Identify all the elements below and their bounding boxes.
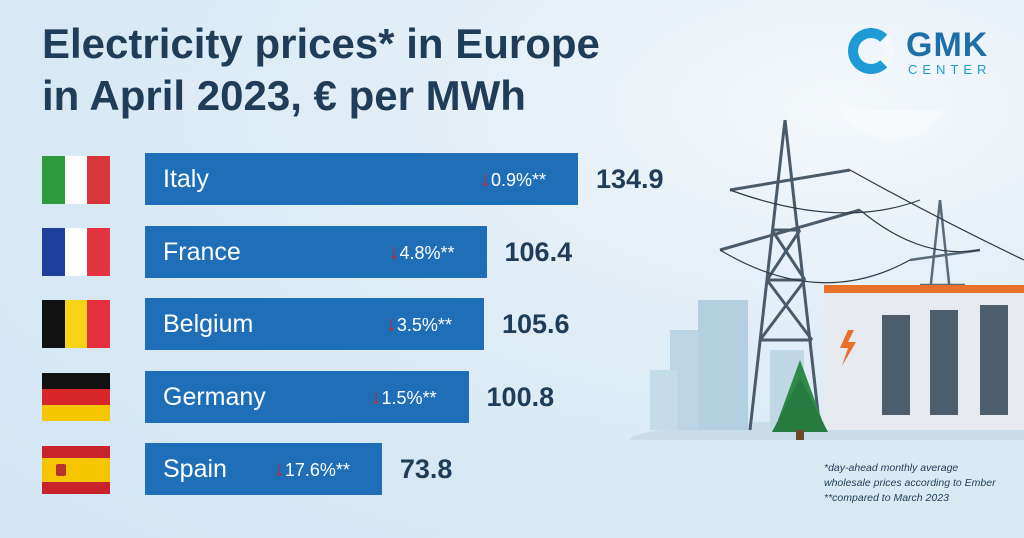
bar-france: France ↓4.8%**	[145, 226, 487, 278]
footnotes: *day-ahead monthly average wholesale pri…	[824, 461, 1024, 506]
bar-italy: Italy ↓0.9%**	[145, 153, 578, 205]
power-line-illustration	[630, 110, 1024, 440]
logo-name: GMK	[906, 26, 989, 64]
footnote-1-line-1: *day-ahead monthly average	[824, 462, 959, 474]
arrow-down-icon: ↓	[479, 166, 491, 191]
bar-spain: Spain ↓17.6%**	[145, 443, 382, 495]
value-label: 105.6	[501, 309, 570, 339]
footnote-2: **compared to March 2023	[824, 492, 949, 504]
value-label: 100.8	[486, 382, 555, 412]
arrow-down-icon: ↓	[388, 239, 400, 264]
change-label: ↓4.8%**	[388, 226, 454, 279]
footnote-1-line-2: wholesale prices according to Ember	[824, 477, 996, 489]
flag-italy-icon	[42, 156, 110, 204]
arrow-down-icon: ↓	[273, 456, 285, 481]
change-text: 1.5%**	[381, 388, 437, 408]
change-text: 3.5%**	[396, 315, 452, 335]
change-label: ↓3.5%**	[386, 298, 452, 351]
bar-germany: Germany ↓1.5%**	[145, 371, 469, 423]
change-label: ↓0.9%**	[480, 153, 546, 206]
bar-belgium: Belgium ↓3.5%**	[145, 298, 484, 350]
flag-germany-icon	[42, 373, 110, 421]
change-text: 4.8%**	[399, 243, 455, 263]
arrow-down-icon: ↓	[385, 311, 397, 336]
flag-spain-icon	[42, 446, 110, 494]
page-title: Electricity prices* in Europe in April 2…	[42, 18, 642, 122]
gmk-center-logo: GMK CENTER	[848, 26, 998, 78]
category-label: France	[163, 238, 241, 266]
category-label: Spain	[163, 455, 227, 483]
value-label: 73.8	[399, 454, 453, 484]
change-text: 17.6%**	[284, 460, 350, 480]
category-label: Germany	[163, 383, 266, 411]
category-label: Italy	[163, 165, 209, 193]
change-label: ↓1.5%**	[370, 371, 436, 424]
change-text: 0.9%**	[490, 170, 546, 190]
value-label: 106.4	[504, 237, 573, 267]
title-line-1: Electricity prices* in Europe	[42, 20, 600, 67]
flag-france-icon	[42, 228, 110, 276]
logo-subtitle: CENTER	[908, 62, 992, 77]
flag-belgium-icon	[42, 300, 110, 348]
arrow-down-icon: ↓	[370, 384, 382, 409]
category-label: Belgium	[163, 310, 254, 338]
gmk-ring-logo-icon	[848, 28, 894, 74]
value-label: 134.9	[596, 164, 664, 194]
title-line-2: in April 2023, € per MWh	[42, 72, 526, 119]
change-label: ↓17.6%**	[274, 443, 350, 496]
